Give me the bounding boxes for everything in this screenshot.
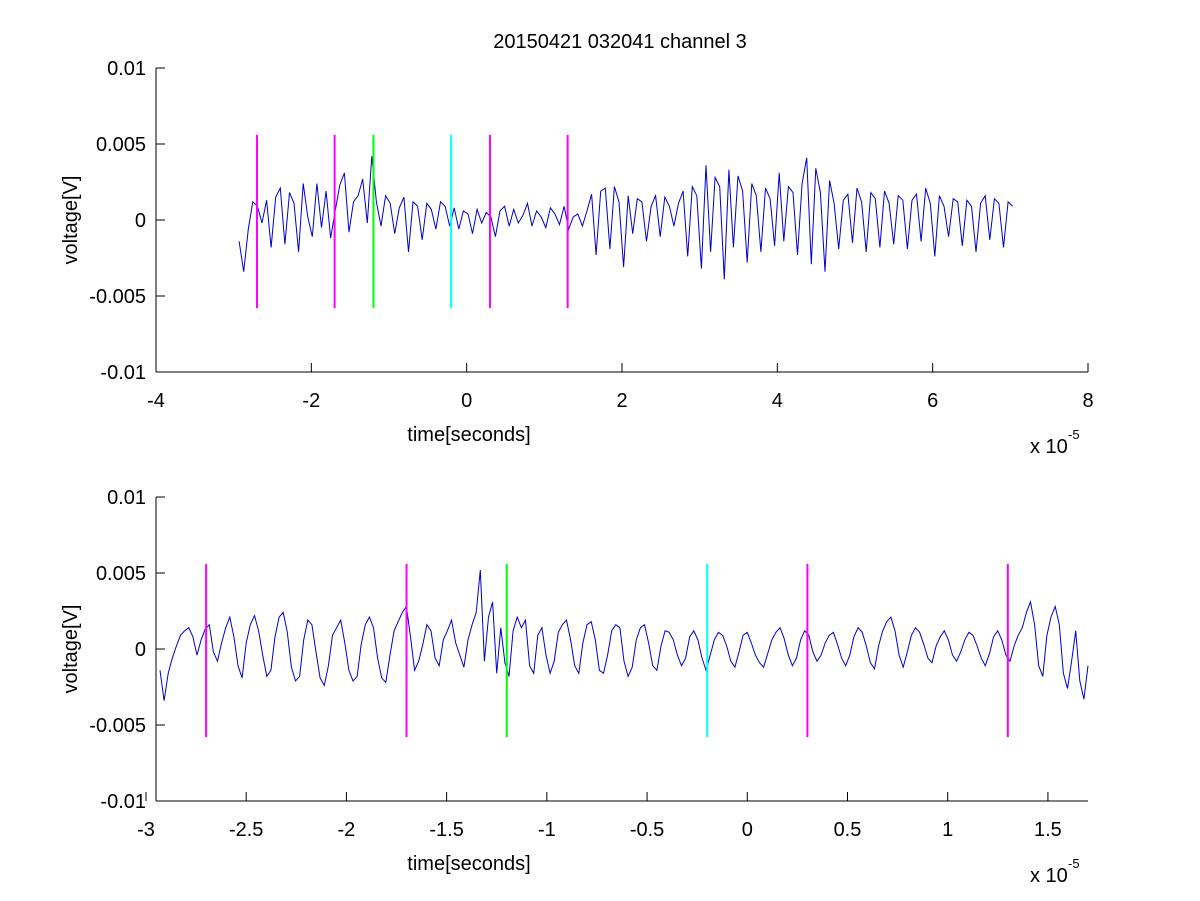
y-tick-label: 0.005	[96, 563, 146, 585]
y-tick-label: -0.005	[89, 286, 146, 308]
x-tick-label: 2	[616, 390, 627, 412]
figure-title: 20150421 032041 channel 3	[493, 31, 747, 53]
y-tick-label: 0.005	[96, 134, 146, 156]
y-axis-label: voltage[V]	[60, 605, 82, 694]
y-tick-label: 0	[135, 639, 146, 661]
y-tick-label: -0.01	[100, 362, 146, 384]
x-tick-label: 1	[942, 819, 953, 841]
x-exponent-label: x 10	[1030, 436, 1068, 458]
y-tick-label: -0.01	[100, 791, 146, 813]
x-tick-label: -1	[538, 819, 556, 841]
x-tick-label: 0.5	[834, 819, 862, 841]
x-tick-label: 8	[1082, 390, 1093, 412]
y-tick-label: 0	[135, 210, 146, 232]
x-tick-label: -1.5	[429, 819, 463, 841]
x-tick-label: -2.5	[229, 819, 263, 841]
x-exponent-power: -5	[1068, 856, 1080, 871]
bottom-plot: -0.01 -0.005 0 0.005 0.01 -3 -2.5 -2 -1.5 -1 -0.5 0…	[60, 487, 1089, 887]
x-axis-label: time[seconds]	[407, 853, 530, 875]
y-tick-label: -0.005	[89, 715, 146, 737]
signal-trace	[159, 569, 1089, 701]
x-tick-label: -4	[147, 390, 165, 412]
x-tick-label: -2	[338, 819, 356, 841]
x-tick-label: 0	[461, 390, 472, 412]
top-plot: -0.01 -0.005 0 0.005 0.01 -4 -2 0 2 4 6 8 time[secon…	[60, 58, 1094, 458]
x-tick-label: 4	[772, 390, 783, 412]
x-tick-label: -0.5	[630, 819, 664, 841]
x-tick-label: -3	[137, 819, 155, 841]
x-tick-label: -2	[302, 390, 320, 412]
y-axis-label: voltage[V]	[60, 176, 82, 265]
x-exponent-label: x 10	[1030, 865, 1068, 887]
x-axis-label: time[seconds]	[407, 424, 530, 446]
x-tick-label: 0	[742, 819, 753, 841]
signal-trace	[238, 156, 1014, 280]
x-tick-label: 1.5	[1034, 819, 1062, 841]
x-tick-label: 6	[927, 390, 938, 412]
y-tick-label: 0.01	[107, 487, 146, 509]
x-exponent-power: -5	[1068, 427, 1080, 442]
y-tick-label: 0.01	[107, 58, 146, 80]
